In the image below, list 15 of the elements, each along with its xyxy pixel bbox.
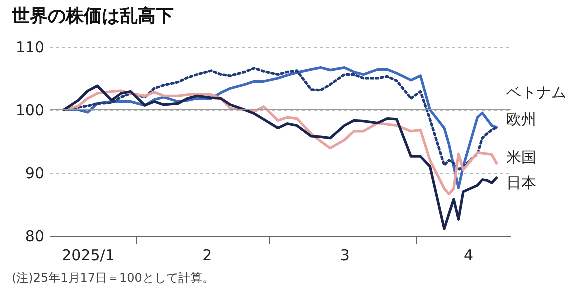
line-series bbox=[62, 84, 498, 230]
x-tick-label: 2025/1 bbox=[62, 246, 115, 264]
y-tick-label: 110 bbox=[16, 38, 44, 56]
y-tick-label: 80 bbox=[25, 228, 44, 246]
series-label: 米国 bbox=[506, 148, 537, 167]
x-tick-label: 3 bbox=[340, 246, 350, 264]
y-tick-label: 90 bbox=[25, 164, 44, 182]
series-label: 日本 bbox=[506, 174, 537, 192]
x-tick-label: 2 bbox=[202, 246, 212, 264]
series-label: ベトナム bbox=[506, 84, 567, 102]
series-label: 欧州 bbox=[506, 110, 537, 129]
y-tick-label: 100 bbox=[16, 102, 44, 120]
x-tick-label: 4 bbox=[464, 246, 474, 264]
text: (注)25年1月17日＝100として計算。 bbox=[12, 271, 214, 285]
chart-title: 世界の株価は乱高下 bbox=[11, 6, 174, 27]
